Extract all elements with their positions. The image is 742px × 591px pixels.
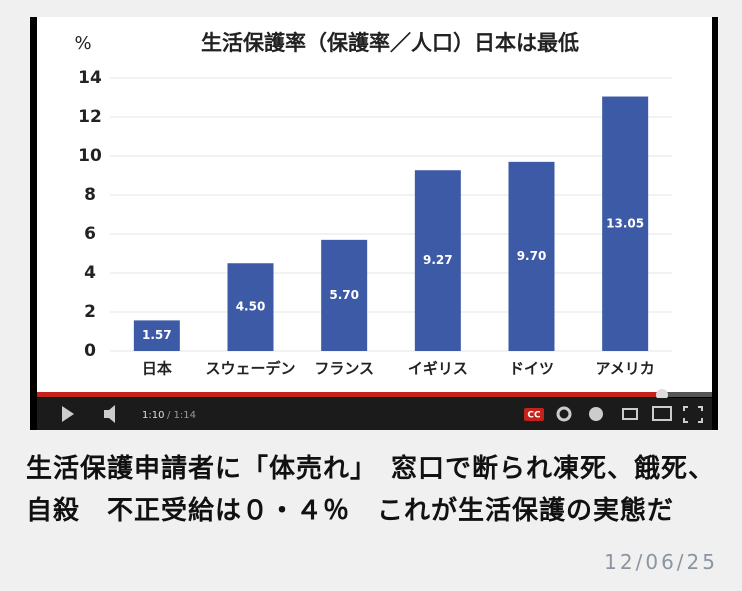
captions-button[interactable] <box>524 408 544 421</box>
y-tick-label: 14 <box>78 68 102 88</box>
x-tick-label: イギリス <box>408 360 468 378</box>
chart-title: 生活保護率（保護率／人口）日本は最低 <box>201 31 579 55</box>
y-tick-label: 10 <box>78 146 102 166</box>
bar <box>414 170 461 351</box>
value-label: 4.50 <box>236 300 266 314</box>
volume-button[interactable] <box>104 405 115 423</box>
x-tick-label: 日本 <box>142 360 172 378</box>
y-tick-label: 4 <box>84 263 96 283</box>
date: 12/06/25 <box>604 550 718 574</box>
value-label: 9.70 <box>517 249 547 263</box>
control-bar <box>37 398 712 430</box>
bar <box>602 96 649 352</box>
play-button[interactable] <box>62 406 74 422</box>
captions-label: CC <box>527 411 541 421</box>
fullscreen-button[interactable] <box>683 406 703 423</box>
progress-played <box>37 392 662 397</box>
bar <box>227 263 274 351</box>
current-time: 1:10 <box>142 410 164 421</box>
bar <box>133 320 180 351</box>
bar <box>508 161 555 351</box>
value-label: 1.57 <box>142 328 172 342</box>
value-label: 9.27 <box>423 253 453 267</box>
x-tick-label: アメリカ <box>596 360 655 378</box>
large-player-button[interactable] <box>652 406 672 421</box>
x-tick-label: スウェーデン <box>205 360 295 378</box>
x-tick-label: フランス <box>314 360 374 378</box>
y-tick-label: 6 <box>84 224 96 244</box>
headline[interactable]: 生活保護申請者に「体売れ」 窓口で断られ凍死、餓死、自殺 不正受給は０・４％ こ… <box>26 454 716 526</box>
value-label: 5.70 <box>329 288 359 302</box>
small-player-button[interactable] <box>622 408 638 420</box>
duration: / 1:14 <box>167 410 196 421</box>
y-axis-label: % <box>74 33 91 54</box>
watch-later-button[interactable] <box>589 407 603 421</box>
video-player[interactable]: % 生活保護率（保護率／人口）日本は最低 1:10 / 1:14 CC 0 2 4 6… <box>0 0 742 440</box>
bar <box>321 239 368 351</box>
y-tick-label: 2 <box>84 302 96 322</box>
y-tick-label: 0 <box>84 341 96 361</box>
y-tick-label: 8 <box>84 185 96 205</box>
y-tick-label: 12 <box>78 107 102 127</box>
value-label: 13.05 <box>606 216 644 230</box>
x-tick-label: ドイツ <box>509 360 554 378</box>
settings-button[interactable] <box>556 406 572 422</box>
